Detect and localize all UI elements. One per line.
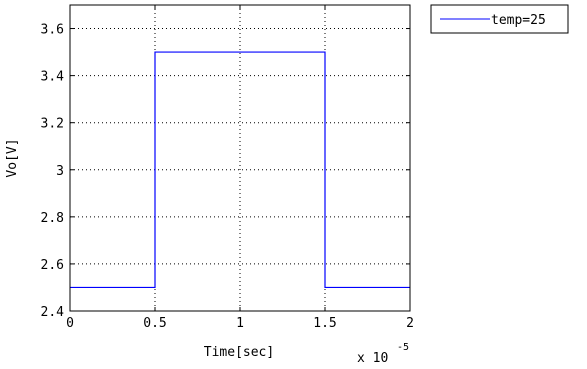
x-tick-label: 2 bbox=[406, 316, 414, 331]
y-tick-label: 3.4 bbox=[41, 70, 65, 85]
y-tick-label: 2.4 bbox=[41, 305, 65, 320]
x-axis-label: Time[sec] bbox=[204, 345, 274, 360]
x-tick-label: 0.5 bbox=[143, 316, 166, 331]
series-line-0 bbox=[70, 51, 410, 289]
series-layer bbox=[70, 51, 410, 289]
y-axis: 2.4 2.6 2.8 3 3.2 3.4 3.6 bbox=[41, 23, 410, 320]
x-tick-label: 1.5 bbox=[313, 316, 336, 331]
y-tick-label: 2.6 bbox=[41, 258, 64, 273]
y-tick-label: 3.6 bbox=[41, 23, 64, 38]
x-tick-label: 0 bbox=[66, 316, 74, 331]
legend: temp=25 bbox=[430, 4, 569, 34]
x-axis: 0 0.5 1 1.5 2 bbox=[66, 5, 414, 331]
x-exponent-label: x 10 bbox=[357, 351, 388, 366]
y-axis-label: Vo[V] bbox=[5, 138, 20, 177]
x-exponent-power: -5 bbox=[397, 342, 409, 353]
y-tick-label: 3.2 bbox=[41, 117, 64, 132]
legend-label-temp25: temp=25 bbox=[491, 13, 546, 28]
y-tick-label: 3 bbox=[56, 164, 64, 179]
y-tick-label: 2.8 bbox=[41, 211, 64, 226]
x-tick-label: 1 bbox=[236, 316, 244, 331]
